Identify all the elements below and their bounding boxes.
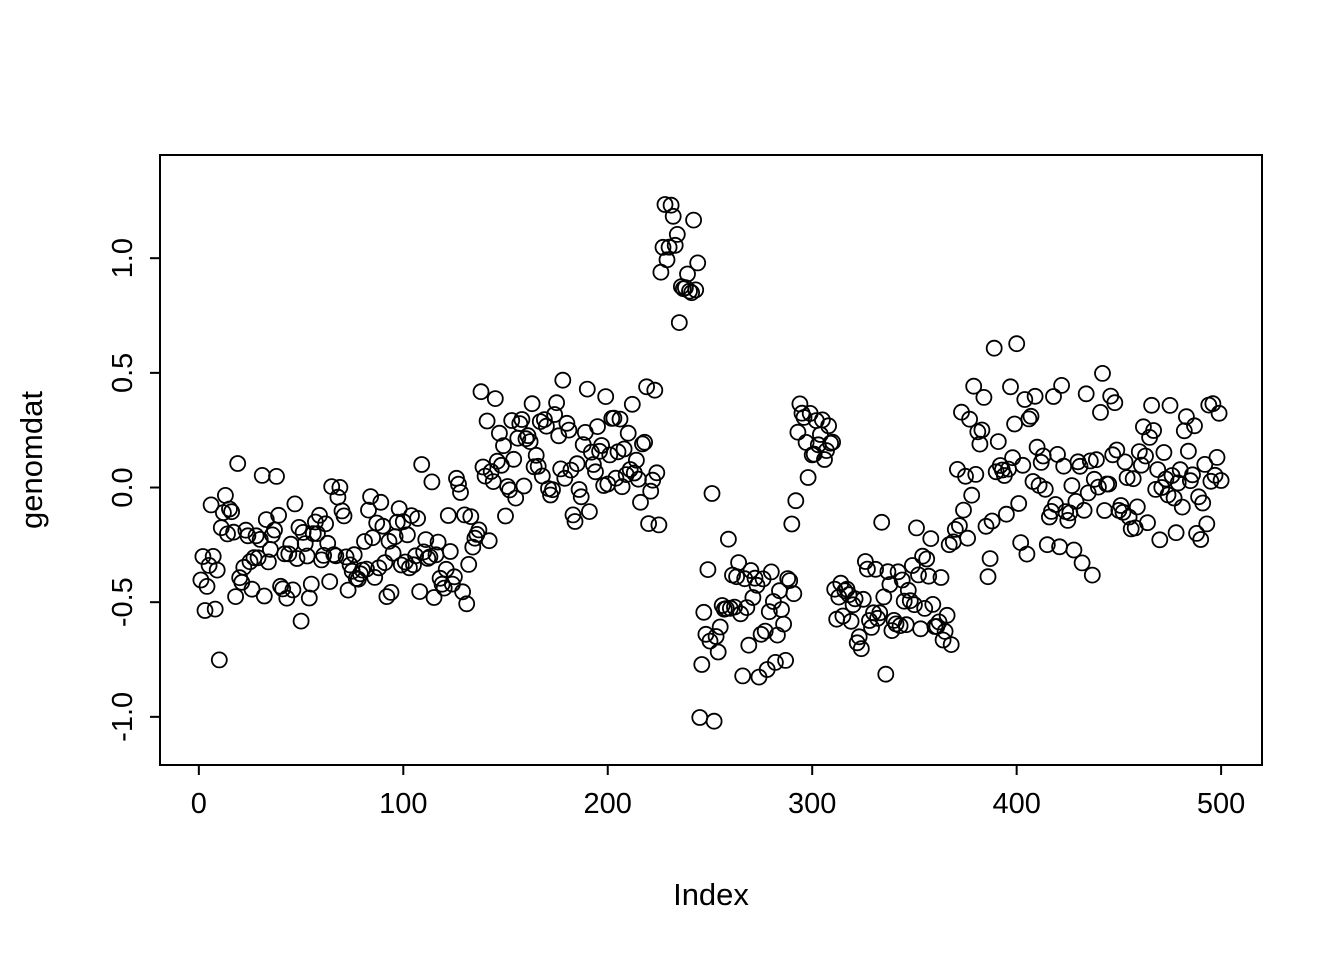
- svg-text:300: 300: [788, 788, 836, 820]
- svg-text:400: 400: [992, 788, 1040, 820]
- plot-border: [159, 154, 1263, 766]
- svg-text:100: 100: [379, 788, 427, 820]
- x-axis-ticks: 0 100 200 300 400 500: [191, 765, 1245, 820]
- svg-text:500: 500: [1197, 788, 1245, 820]
- y-axis-ticks: -1.0 -0.5 0.0 0.5 1.0: [107, 238, 160, 742]
- x-axis-title: Index: [673, 877, 749, 912]
- svg-text:1.0: 1.0: [107, 238, 139, 278]
- svg-text:200: 200: [584, 788, 632, 820]
- svg-text:-1.0: -1.0: [107, 692, 139, 742]
- svg-text:0.0: 0.0: [107, 467, 139, 507]
- y-axis-title: genomdat: [14, 391, 49, 529]
- data-points: [192, 196, 1230, 730]
- svg-text:0.5: 0.5: [107, 353, 139, 393]
- svg-text:0: 0: [191, 788, 207, 820]
- svg-text:-0.5: -0.5: [107, 577, 139, 627]
